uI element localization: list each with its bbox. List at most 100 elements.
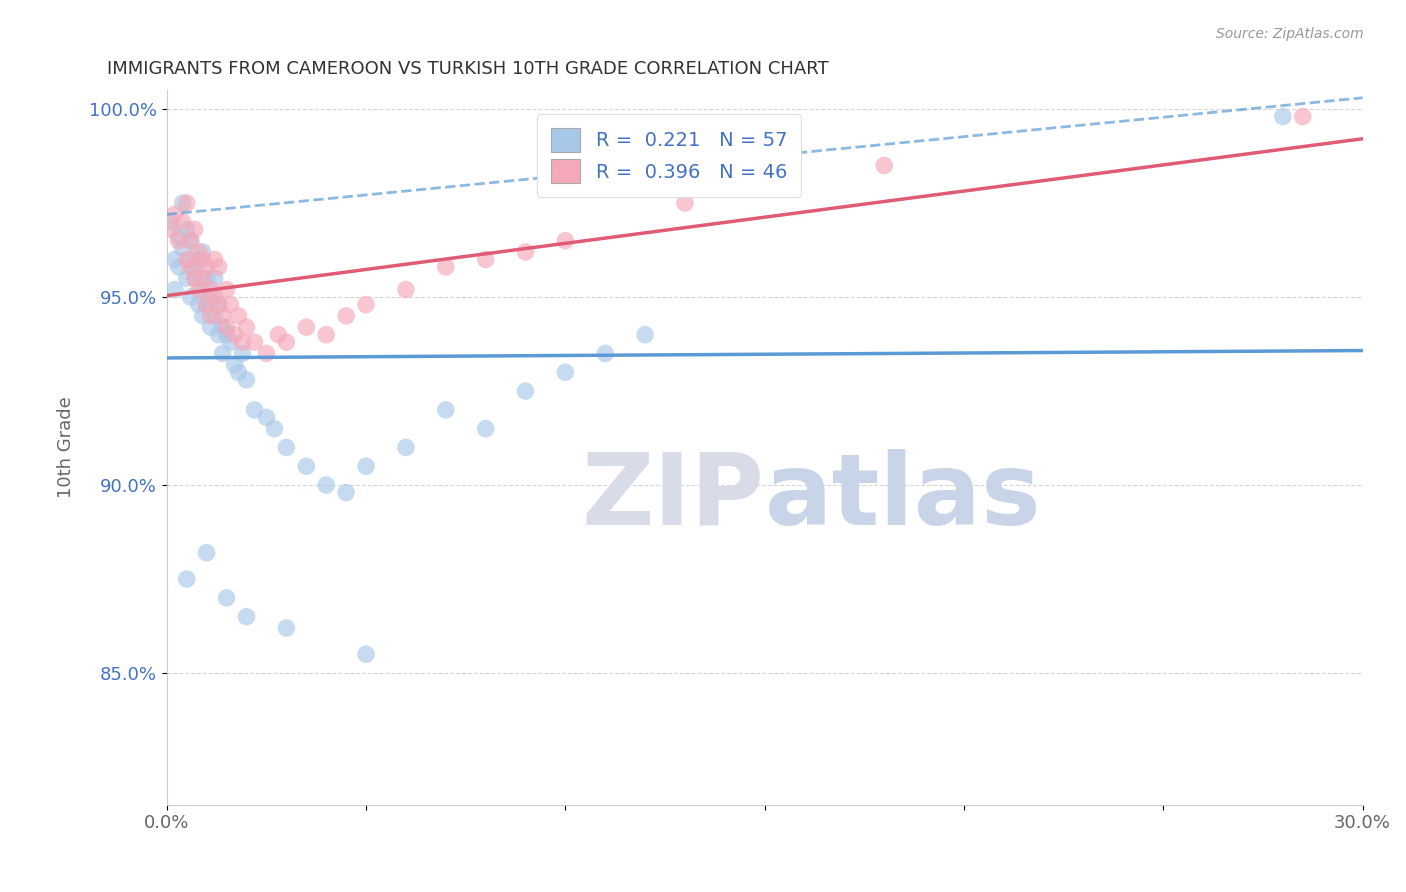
- Point: [224, 358, 246, 372]
- Point: [276, 621, 298, 635]
- Point: [1292, 110, 1315, 124]
- Point: [207, 327, 229, 342]
- Point: [180, 252, 202, 267]
- Point: [176, 222, 198, 236]
- Point: [176, 271, 198, 285]
- Point: [335, 309, 357, 323]
- Point: [183, 271, 205, 285]
- Point: [295, 320, 318, 334]
- Point: [159, 222, 181, 236]
- Point: [211, 309, 233, 323]
- Point: [235, 320, 257, 334]
- Text: ZIP: ZIP: [582, 449, 765, 546]
- Point: [315, 327, 337, 342]
- Point: [200, 309, 222, 323]
- Point: [219, 297, 242, 311]
- Point: [243, 335, 266, 350]
- Point: [204, 290, 226, 304]
- Point: [204, 271, 226, 285]
- Point: [187, 297, 209, 311]
- Point: [200, 283, 222, 297]
- Point: [176, 196, 198, 211]
- Point: [474, 252, 496, 267]
- Point: [163, 283, 186, 297]
- Point: [215, 283, 238, 297]
- Point: [204, 252, 226, 267]
- Point: [474, 422, 496, 436]
- Point: [354, 297, 377, 311]
- Point: [187, 252, 209, 267]
- Legend: R =  0.221   N = 57, R =  0.396   N = 46: R = 0.221 N = 57, R = 0.396 N = 46: [537, 114, 801, 197]
- Point: [515, 244, 537, 259]
- Point: [195, 297, 218, 311]
- Point: [873, 159, 896, 173]
- Point: [515, 384, 537, 398]
- Point: [1271, 110, 1294, 124]
- Point: [211, 320, 233, 334]
- Point: [180, 234, 202, 248]
- Point: [263, 422, 285, 436]
- Point: [176, 252, 198, 267]
- Point: [159, 215, 181, 229]
- Point: [195, 546, 218, 560]
- Point: [276, 441, 298, 455]
- Point: [167, 234, 190, 248]
- Point: [256, 346, 278, 360]
- Point: [276, 335, 298, 350]
- Point: [187, 244, 209, 259]
- Text: IMMIGRANTS FROM CAMEROON VS TURKISH 10TH GRADE CORRELATION CHART: IMMIGRANTS FROM CAMEROON VS TURKISH 10TH…: [107, 60, 828, 78]
- Point: [172, 196, 194, 211]
- Point: [593, 346, 616, 360]
- Point: [167, 260, 190, 274]
- Point: [395, 441, 418, 455]
- Point: [191, 252, 214, 267]
- Point: [187, 283, 209, 297]
- Point: [354, 459, 377, 474]
- Point: [256, 410, 278, 425]
- Point: [195, 260, 218, 274]
- Point: [191, 283, 214, 297]
- Point: [215, 320, 238, 334]
- Point: [434, 402, 457, 417]
- Point: [172, 241, 194, 255]
- Point: [180, 234, 202, 248]
- Point: [183, 271, 205, 285]
- Text: Source: ZipAtlas.com: Source: ZipAtlas.com: [1216, 27, 1364, 41]
- Point: [231, 335, 253, 350]
- Point: [207, 297, 229, 311]
- Point: [315, 478, 337, 492]
- Point: [163, 207, 186, 221]
- Text: atlas: atlas: [765, 449, 1042, 546]
- Point: [235, 609, 257, 624]
- Point: [219, 335, 242, 350]
- Point: [231, 346, 253, 360]
- Point: [673, 196, 696, 211]
- Point: [200, 320, 222, 334]
- Point: [183, 260, 205, 274]
- Point: [191, 309, 214, 323]
- Point: [554, 234, 576, 248]
- Point: [207, 260, 229, 274]
- Point: [228, 365, 250, 379]
- Point: [395, 283, 418, 297]
- Point: [354, 647, 377, 661]
- Point: [176, 572, 198, 586]
- Point: [183, 222, 205, 236]
- Point: [200, 290, 222, 304]
- Point: [211, 346, 233, 360]
- Point: [228, 309, 250, 323]
- Point: [267, 327, 290, 342]
- Point: [163, 252, 186, 267]
- Point: [554, 365, 576, 379]
- Point: [215, 591, 238, 605]
- Point: [195, 297, 218, 311]
- Point: [224, 327, 246, 342]
- Point: [215, 327, 238, 342]
- Point: [180, 260, 202, 274]
- Point: [335, 485, 357, 500]
- Point: [167, 230, 190, 244]
- Point: [235, 373, 257, 387]
- Point: [204, 309, 226, 323]
- Point: [295, 459, 318, 474]
- Point: [191, 244, 214, 259]
